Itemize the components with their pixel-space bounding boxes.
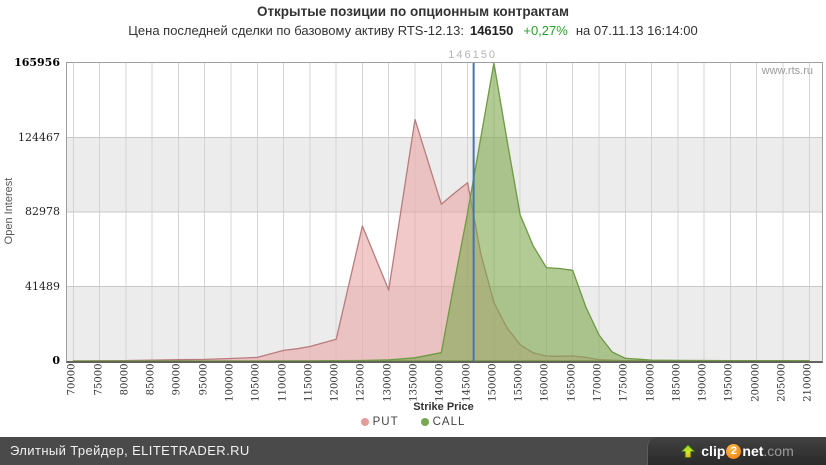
x-tick-label: 165000 [566, 363, 578, 402]
legend-label: CALL [432, 416, 466, 428]
x-tick-label: 160000 [539, 363, 551, 402]
legend-item-put: PUT [360, 416, 399, 428]
x-tick-label: 205000 [776, 363, 788, 402]
x-tick-label: 80000 [119, 363, 131, 396]
background-band [67, 137, 822, 212]
price-change-percent: +0,27% [523, 23, 568, 38]
logo-text-2: 2 [726, 443, 742, 459]
x-tick-label: 130000 [382, 363, 394, 402]
x-tick-label: 105000 [250, 363, 262, 402]
x-tick-label: 100000 [224, 363, 236, 402]
x-tick-label: 95000 [198, 363, 210, 396]
price-line-label: 146150 [448, 49, 497, 61]
y-tick-label: 41489 [25, 279, 60, 293]
x-tick-label: 135000 [408, 363, 420, 402]
rts-watermark: www.rts.ru [761, 65, 813, 77]
call-legend-dot-icon [420, 418, 429, 426]
open-interest-chart [67, 63, 822, 361]
x-tick-label: 70000 [66, 363, 78, 396]
x-tick-label: 190000 [697, 363, 709, 402]
x-tick-label: 115000 [303, 363, 315, 402]
x-tick-label: 155000 [513, 363, 525, 402]
x-tick-label: 85000 [145, 363, 157, 396]
last-trade-price: 146150 [469, 23, 514, 38]
subtitle-prefix: Цена последней сделки по базовому активу… [128, 23, 464, 38]
put-legend-dot-icon [360, 418, 369, 426]
y-tick-label: 0 [52, 354, 60, 367]
x-tick-label: 150000 [487, 363, 499, 402]
legend: PUT CALL [0, 416, 826, 428]
x-tick-label: 120000 [329, 363, 341, 402]
x-tick-label: 145000 [461, 363, 473, 402]
x-tick-label: 75000 [93, 363, 105, 396]
x-tick-label: 180000 [645, 363, 657, 402]
logo-text-net: net [742, 443, 764, 459]
x-tick-label: 195000 [723, 363, 735, 402]
footer-brand-text: Элитный Трейдер, ELITETRADER.RU [10, 443, 250, 458]
x-tick-label: 140000 [434, 363, 446, 402]
x-tick-label: 210000 [802, 363, 814, 402]
y-tick-label: 82978 [25, 205, 60, 218]
x-tick-label: 200000 [750, 363, 762, 402]
legend-label: PUT [372, 416, 399, 428]
x-tick-label: 185000 [671, 363, 683, 402]
legend-item-call: CALL [420, 416, 466, 428]
chart-subtitle: Цена последней сделки по базовому активу… [0, 23, 826, 38]
x-tick-label: 170000 [592, 363, 604, 402]
plot-area [66, 62, 823, 363]
logo-text-clip: clip [701, 443, 726, 459]
x-tick-label: 110000 [277, 363, 289, 402]
y-tick-label: 165956 [14, 56, 60, 69]
clip2net-logo[interactable]: clip 2 net .com [647, 437, 826, 465]
y-tick-label: 124467 [18, 130, 60, 144]
x-tick-label: 175000 [618, 363, 630, 402]
page-title: Открытые позиции по опционным контрактам [256, 4, 570, 19]
upload-arrow-icon [680, 443, 696, 458]
x-tick-label: 90000 [171, 363, 183, 396]
logo-text-com: .com [763, 443, 794, 459]
call-area [72, 63, 810, 361]
x-axis-title: Strike Price [413, 401, 474, 413]
x-tick-label: 125000 [355, 363, 367, 402]
footer-bar: Элитный Трейдер, ELITETRADER.RU clip 2 n… [0, 437, 826, 465]
subtitle-timestamp: на 07.11.13 16:14:00 [575, 23, 698, 38]
